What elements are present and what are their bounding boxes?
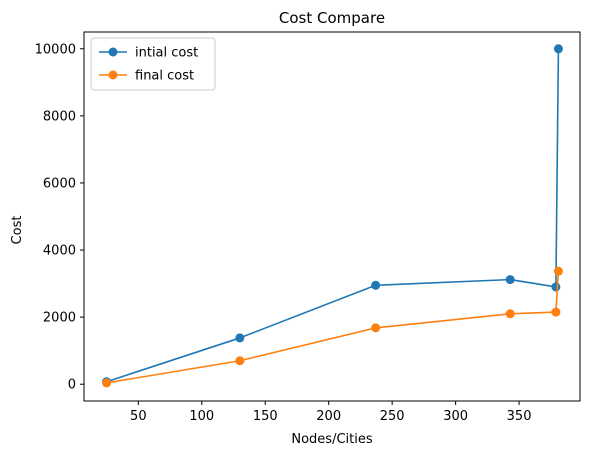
- y-tick-label: 0: [68, 378, 76, 393]
- x-tick-label: 300: [443, 409, 468, 424]
- series-line-intial-cost: [106, 48, 560, 383]
- data-point-intial-cost: [371, 280, 381, 290]
- y-tick-label: 10000: [35, 42, 76, 57]
- data-point-final-cost: [235, 356, 245, 366]
- data-point-final-cost: [371, 323, 381, 333]
- x-tick-label: 50: [130, 409, 147, 424]
- data-point-final-cost: [553, 266, 563, 276]
- x-tick-label: 350: [507, 409, 532, 424]
- x-axis-label: Nodes/Cities: [291, 432, 372, 447]
- data-point-intial-cost: [235, 333, 245, 343]
- data-point-intial-cost: [551, 282, 561, 292]
- axes-frame: [83, 31, 581, 402]
- x-tick-label: 150: [253, 409, 278, 424]
- y-tick-label: 8000: [43, 109, 76, 124]
- legend: intial cost final cost: [90, 37, 216, 91]
- data-point-final-cost: [505, 309, 515, 319]
- x-tick-label: 100: [189, 409, 214, 424]
- y-axis-label: Cost: [10, 216, 25, 245]
- data-point-final-cost: [102, 378, 112, 388]
- series-line-final-cost: [106, 271, 560, 384]
- plot-area: 50 100 150 200 250 300 350 0 2000 4000 6000 8000 100…: [35, 31, 581, 424]
- x-tick-label: 250: [380, 409, 405, 424]
- y-tick-label: 4000: [43, 244, 76, 259]
- y-tick-label: 2000: [43, 311, 76, 326]
- legend-marker-final-cost: [108, 70, 118, 80]
- x-tick-label: 200: [316, 409, 341, 424]
- legend-frame: [90, 37, 216, 91]
- data-point-final-cost: [551, 307, 561, 317]
- data-point-intial-cost: [553, 44, 563, 54]
- legend-label-final-cost: final cost: [135, 69, 194, 84]
- y-tick-label: 6000: [43, 176, 76, 191]
- data-point-intial-cost: [505, 275, 515, 285]
- legend-marker-intial-cost: [108, 47, 118, 57]
- legend-label-intial-cost: intial cost: [135, 46, 198, 61]
- chart-title: Cost Compare: [279, 9, 385, 27]
